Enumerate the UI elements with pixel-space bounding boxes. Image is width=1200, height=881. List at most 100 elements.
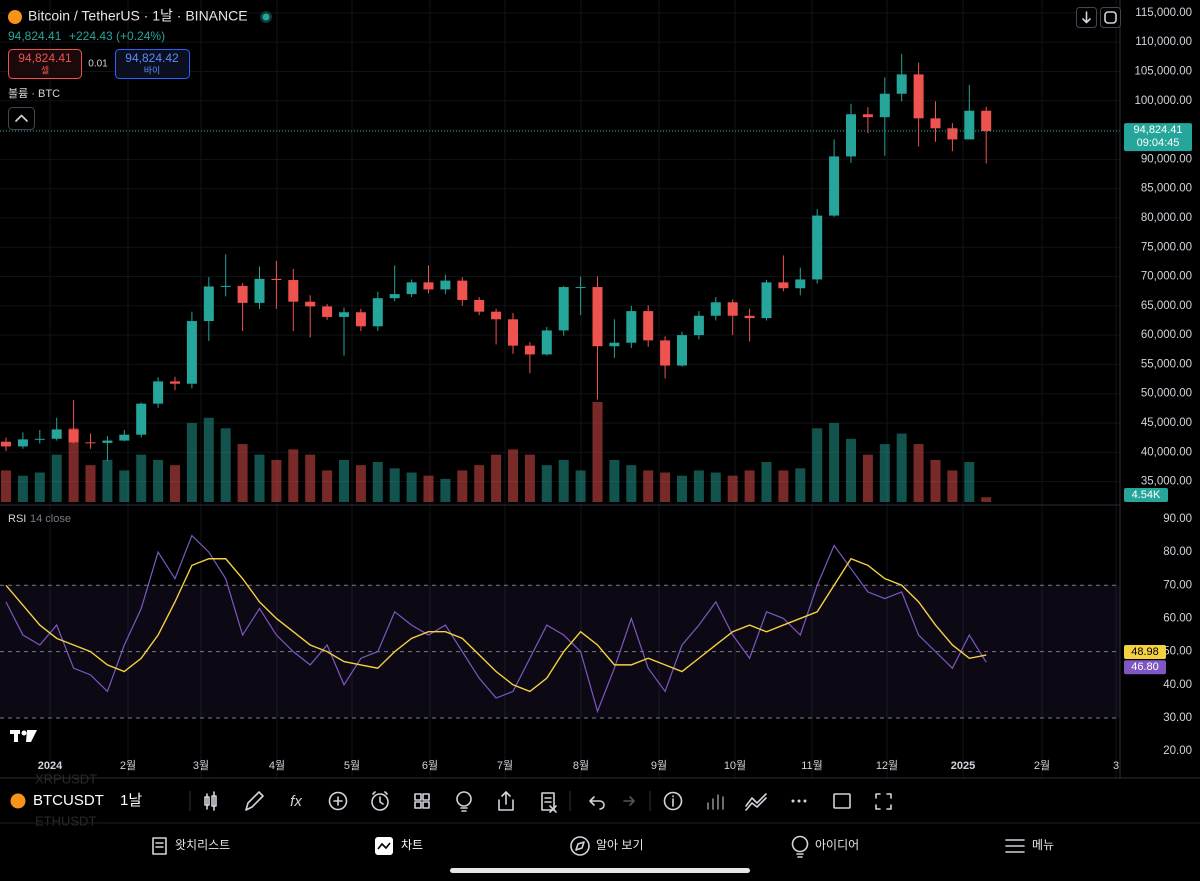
buy-button[interactable] — [115, 49, 190, 79]
candle-body — [457, 280, 468, 300]
candle-body — [727, 302, 738, 316]
rsi-value: 46.80 — [1131, 661, 1159, 673]
y-tick-label: 80,000.00 — [1141, 212, 1192, 224]
tab[interactable]: 왓치리스트 — [175, 838, 230, 852]
candle-body — [119, 434, 130, 441]
volume-bar — [423, 475, 434, 502]
candle-body — [558, 287, 569, 331]
volume-bar — [879, 444, 890, 502]
volume-bar — [1, 470, 11, 502]
volume-bar — [34, 472, 45, 502]
volume-tag — [1124, 488, 1168, 502]
candle-body — [981, 110, 992, 132]
volume-bar — [930, 459, 941, 502]
y-tick-label: 90,000.00 — [1141, 153, 1192, 165]
candle-body — [592, 287, 603, 347]
rsi-tag — [1124, 660, 1166, 675]
coin-logo — [10, 793, 26, 809]
y-tick-label: 50,000.00 — [1141, 388, 1192, 400]
candle-body — [389, 294, 400, 299]
candle-body — [896, 74, 907, 94]
volume-bar — [389, 468, 400, 502]
volume-bar — [271, 459, 282, 502]
y-tick-label: 30.00 — [1163, 712, 1192, 724]
candle-body — [829, 156, 840, 216]
volume-bar — [693, 470, 704, 502]
x-tick-label: 10월 — [724, 759, 746, 772]
candle-body — [693, 315, 704, 336]
candle-body — [541, 330, 552, 355]
symbol-title[interactable]: Bitcoin / TetherUS · 1날 · BINANCE — [28, 8, 248, 24]
volume-bar — [508, 449, 518, 502]
candle-body — [660, 340, 671, 366]
volume-bar — [677, 475, 687, 502]
candle-body — [406, 282, 417, 295]
volume-bar — [643, 470, 654, 502]
y-tick-label: 50.00 — [1163, 646, 1192, 658]
candle-body — [491, 311, 502, 320]
candle-body — [85, 442, 96, 444]
volume-bar — [220, 428, 231, 502]
volume-bar — [440, 478, 451, 502]
sell-price: 94,824.41 — [18, 51, 72, 65]
candle-body — [440, 280, 451, 290]
tab[interactable]: 메뉴 — [1032, 838, 1054, 852]
x-tick-label: 9월 — [651, 759, 667, 772]
candle-body — [677, 335, 687, 366]
volume-bar — [237, 444, 248, 502]
candle-body — [744, 315, 755, 319]
refresh-button[interactable] — [1100, 7, 1121, 28]
candle-body — [879, 93, 890, 118]
tab[interactable]: 차트 — [401, 838, 423, 852]
tab-icons — [152, 835, 1025, 858]
candle-body — [220, 285, 231, 287]
candle-body — [1, 441, 11, 447]
y-tick-label: 55,000.00 — [1141, 358, 1192, 370]
y-tick-label: 65,000.00 — [1141, 300, 1192, 312]
volume-bar — [136, 454, 147, 502]
y-tick-label: 100,000.00 — [1134, 95, 1192, 107]
volume-bar — [558, 459, 569, 502]
volume-bar — [964, 462, 975, 502]
toolbar-interval[interactable]: 1날 — [120, 792, 142, 809]
ghost-symbol: ETHUSDT — [35, 813, 96, 828]
volume-bar — [778, 470, 789, 502]
volume-bar — [203, 417, 214, 502]
tab[interactable]: 알아 보기 — [596, 838, 644, 852]
volume-bar — [660, 472, 671, 502]
volume-bar — [761, 462, 772, 502]
candle-body — [153, 381, 164, 404]
plot — [0, 53, 1120, 714]
candle-body — [575, 287, 586, 289]
collapse-button[interactable] — [8, 107, 35, 130]
tab[interactable]: 아이디어 — [815, 838, 859, 852]
candle-body — [170, 381, 180, 384]
toolbar-symbol[interactable]: BTCUSDT — [33, 792, 104, 809]
volume-bar — [119, 470, 130, 502]
y-tick-label: 60.00 — [1163, 612, 1192, 624]
sell-button[interactable] — [8, 49, 82, 79]
volume-bar — [710, 472, 721, 502]
volume-bar — [51, 454, 62, 502]
x-tick-label: 5월 — [344, 759, 360, 772]
home-indicator — [450, 868, 750, 873]
y-tick-label: 115,000.00 — [1135, 7, 1192, 19]
volume-bar — [947, 470, 958, 502]
y-tick-label: 20.00 — [1163, 745, 1192, 757]
buy-price: 94,824.42 — [125, 51, 179, 65]
volume-bar — [406, 472, 417, 502]
rsi-line — [5, 534, 987, 714]
toolbar-icons[interactable]: fx — [204, 791, 892, 813]
volume-bar — [812, 428, 823, 502]
volume-bar — [170, 465, 180, 502]
candle-body — [964, 110, 975, 140]
y-tick-label: 35,000.00 — [1141, 476, 1192, 488]
candle-body — [372, 298, 383, 327]
y-tick-label: 70.00 — [1163, 579, 1192, 591]
volume-bar — [68, 428, 79, 502]
x-tick-label: 2월 — [1034, 759, 1050, 772]
volume-bar — [102, 459, 113, 502]
volume-bar — [305, 454, 316, 502]
x-tick-label: 12월 — [876, 759, 898, 772]
volume-label: 4.54K — [1132, 489, 1161, 501]
